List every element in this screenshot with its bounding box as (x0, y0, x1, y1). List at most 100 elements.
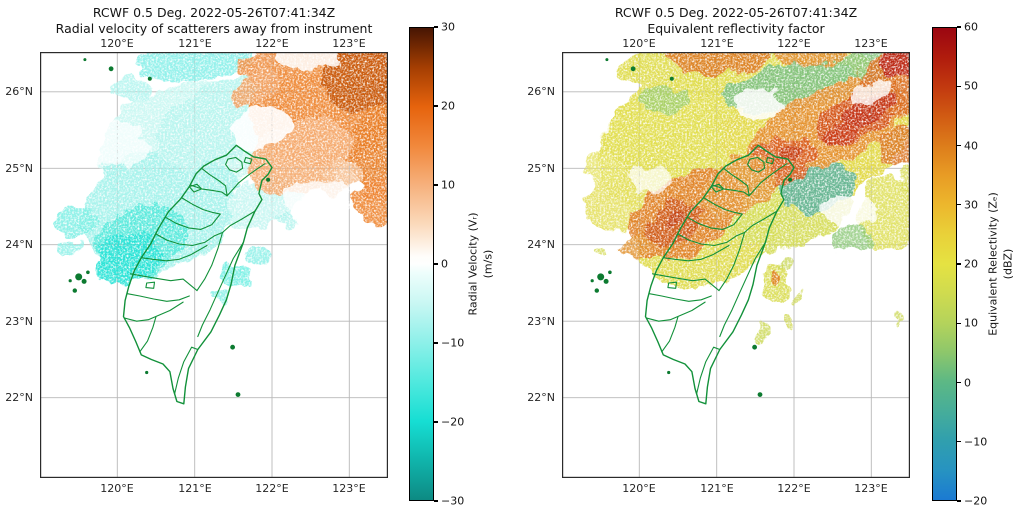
island (605, 58, 609, 62)
echo-region (830, 223, 874, 251)
colorbar-units: (m/s) (481, 249, 494, 279)
echo-region (620, 237, 651, 260)
lon-tick-label-top: 121°E (700, 37, 734, 50)
county-boundary (743, 210, 778, 234)
county-boundary (174, 346, 199, 395)
colorbar-tick-label: −20 (964, 494, 988, 508)
colorbar-tick (434, 342, 438, 344)
colorbar-label: Radial Velocity (Vᵣ) (466, 212, 480, 316)
colorbar-tick-label: 50 (964, 79, 978, 93)
county-boundary (667, 281, 678, 289)
colorbar-tick-label: 10 (441, 178, 455, 192)
island (630, 66, 636, 72)
lon-tick-label-top: 121°E (178, 37, 212, 50)
reflectivity-map (562, 52, 910, 478)
county-boundary (661, 316, 679, 353)
island (145, 370, 149, 375)
colorbar-tick (957, 85, 961, 87)
echo-region (629, 165, 673, 194)
echo-region (221, 263, 253, 288)
county-boundary (225, 156, 244, 173)
colorbar-tick (957, 500, 961, 502)
island (108, 66, 114, 72)
colorbar-tick (957, 322, 961, 324)
echo-region (637, 85, 688, 114)
county-boundary (126, 293, 190, 302)
colorbar-tick (434, 105, 438, 107)
county-boundary (196, 231, 224, 292)
island (667, 370, 671, 375)
county-boundary (646, 301, 706, 322)
echo-region (54, 240, 80, 257)
county-boundary (723, 167, 750, 197)
colorbar-tick-label: −30 (441, 494, 465, 508)
island (757, 392, 763, 397)
colorbar-tick-label: 30 (964, 198, 978, 212)
lat-tick-label: 22°N (5, 391, 33, 404)
echo-region (784, 315, 796, 328)
lat-tick-label: 25°N (527, 162, 555, 175)
lon-tick-label-bottom: 122°E (255, 482, 289, 495)
lon-tick-label-top: 120°E (622, 37, 656, 50)
panel-subtitle: Radial velocity of scatterers away from … (55, 20, 373, 36)
echo-region (793, 289, 803, 300)
county-boundary (201, 167, 228, 197)
echo-region (78, 120, 149, 167)
coastline (122, 144, 273, 405)
echo-region (351, 99, 388, 199)
lon-tick-label-bottom: 120°E (622, 482, 656, 495)
county-boundary (145, 281, 156, 289)
echo-region (230, 107, 291, 150)
colorbar-tick (957, 263, 961, 265)
echo-region (774, 52, 845, 68)
county-boundary (712, 184, 750, 197)
lat-tick-label: 26°N (5, 85, 33, 98)
county-boundary (748, 163, 788, 197)
county-boundary (164, 213, 221, 230)
echo-region (893, 311, 903, 324)
island (235, 392, 241, 397)
county-boundary (188, 183, 203, 193)
county-boundary (155, 231, 224, 247)
island (83, 58, 87, 62)
radial-velocity-colorbar (409, 27, 434, 501)
echo-region (92, 233, 161, 284)
colorbar-tick-label: 60 (964, 20, 978, 34)
colorbar-tick (957, 441, 961, 443)
colorbar-label: Equivalent Relectivity (Zₑ) (986, 192, 1000, 336)
county-boundary (648, 293, 712, 302)
county-boundary (677, 231, 746, 247)
lon-tick-label-top: 122°E (255, 37, 289, 50)
county-boundary (140, 244, 208, 262)
lat-tick-label: 24°N (527, 238, 555, 251)
county-boundary (139, 316, 157, 353)
colorbar-tick-label: 0 (964, 376, 971, 389)
echo-region (733, 87, 785, 119)
echo-region (879, 126, 910, 164)
island (68, 279, 72, 283)
lon-tick-label-top: 123°E (332, 37, 366, 50)
island (594, 288, 599, 293)
county-boundary (696, 346, 721, 395)
island (86, 270, 90, 275)
colorbar-tick-label: −10 (964, 435, 988, 449)
echo-region (277, 52, 337, 70)
colorbar-tick-label: 30 (441, 20, 455, 34)
colorbar-tick-label: 20 (441, 99, 455, 113)
echo-region (818, 196, 878, 225)
echo-region (582, 154, 627, 183)
echo-region (136, 52, 253, 82)
lat-tick-label: 24°N (5, 238, 33, 251)
coastline (644, 144, 795, 405)
echo-region (841, 95, 894, 127)
echo-region (562, 103, 609, 142)
island (590, 279, 594, 283)
lat-tick-label: 22°N (527, 391, 555, 404)
lat-tick-label: 25°N (5, 162, 33, 175)
panel-subtitle: Equivalent reflectivity factor (647, 20, 825, 36)
colorbar-tick-label: −10 (441, 336, 465, 350)
county-boundary (129, 273, 198, 292)
colorbar-tick (434, 26, 438, 28)
echo-region (109, 78, 153, 103)
